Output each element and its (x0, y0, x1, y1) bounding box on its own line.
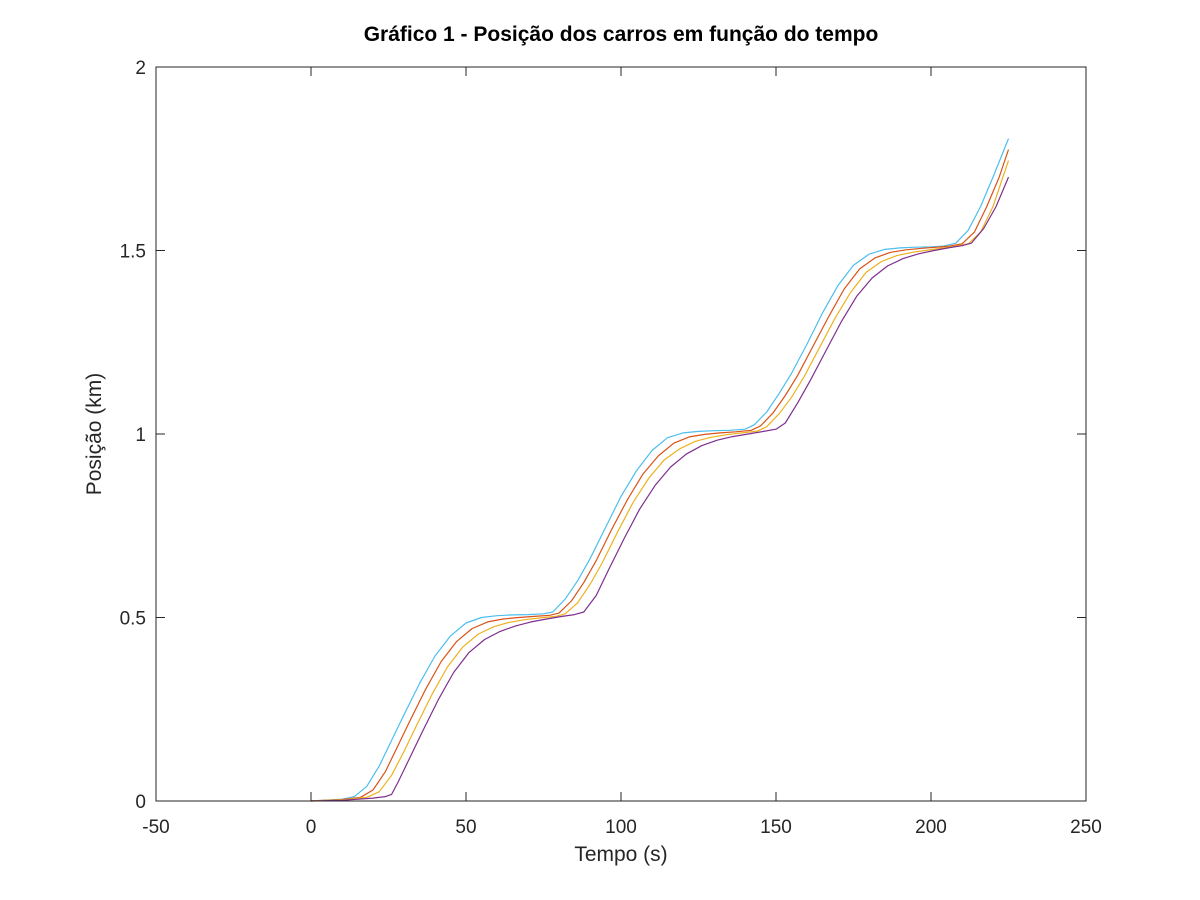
y-axis-label: Posição (km) (83, 373, 106, 496)
series-line-3 (310, 160, 1010, 802)
y-tick-label: 1.5 (120, 242, 146, 263)
x-tick-label: 200 (915, 817, 947, 838)
y-tick-label: 1 (135, 425, 146, 446)
x-tick-label: 150 (760, 817, 792, 838)
chart-title: Gráfico 1 - Posição dos carros em função… (364, 23, 879, 46)
y-tick-label: 0.5 (120, 609, 146, 630)
x-tick-label: 0 (306, 817, 317, 838)
tick-layer: -50 0 50 100 150 200 250 0 0.5 1 1.5 2 (120, 58, 1102, 838)
series-layer (310, 138, 1010, 802)
y-tick-label: 2 (135, 58, 146, 79)
plot-area (156, 67, 1086, 801)
x-axis-label: Tempo (s) (574, 843, 667, 866)
x-tick-label: 50 (455, 817, 476, 838)
series-line-1 (310, 138, 1010, 802)
series-line-4 (310, 176, 1010, 802)
y-tick-label: 0 (135, 792, 146, 813)
x-tick-label: 250 (1070, 817, 1102, 838)
series-line-2 (310, 149, 1010, 802)
x-tick-label: 100 (605, 817, 637, 838)
x-tick-label: -50 (142, 817, 169, 838)
